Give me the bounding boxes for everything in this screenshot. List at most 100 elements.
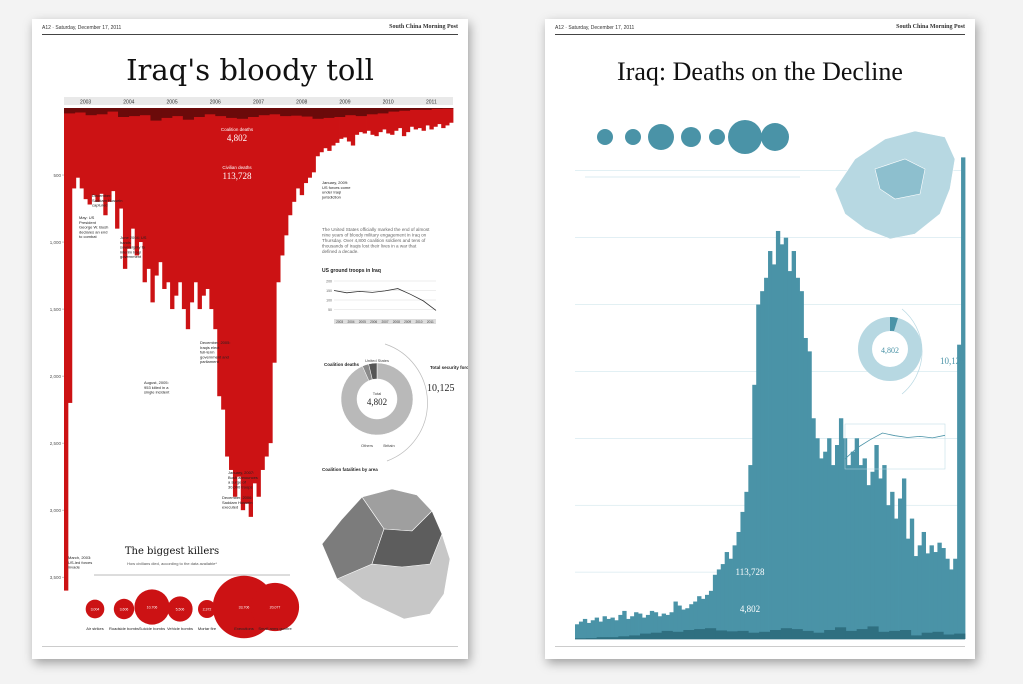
troops-tick-label: 150 bbox=[326, 289, 332, 293]
coalition-death-bar bbox=[128, 108, 140, 117]
year-label: 2007 bbox=[253, 100, 264, 106]
right-civilian-bar bbox=[598, 621, 603, 639]
right-civilian-bar bbox=[929, 545, 934, 639]
event-annotation: June 2004: US hands sovereignty to interim … bbox=[120, 235, 147, 259]
troops-year-label: 2004 bbox=[347, 320, 354, 324]
civilian-death-bar bbox=[225, 108, 230, 457]
right-coalition-bar bbox=[629, 635, 641, 639]
right-header-date-text: Saturday, December 17, 2011 bbox=[568, 25, 635, 31]
killer-bubble-value: 5,506 bbox=[176, 608, 185, 612]
right-civilian-bar bbox=[779, 244, 785, 640]
coalition-death-bar bbox=[269, 108, 281, 115]
civilian-death-bar bbox=[390, 108, 395, 135]
right-coalition-bar bbox=[650, 632, 662, 639]
right-security-arc bbox=[901, 308, 923, 395]
right-civilian-bar bbox=[854, 438, 860, 639]
civilian-death-bar bbox=[437, 108, 442, 125]
killer-bubble-label: Small arms gunfire bbox=[258, 626, 292, 631]
event-annotation: December, 2006: Saddam Hussein executed bbox=[222, 495, 252, 510]
troops-year-label: 2008 bbox=[393, 320, 400, 324]
killer-bubble bbox=[198, 600, 216, 618]
right-coalition-bar bbox=[878, 631, 890, 639]
civilian-death-bar bbox=[319, 108, 324, 153]
civilian-death-bar bbox=[429, 108, 434, 130]
right-coalition-bar bbox=[791, 629, 803, 639]
civilian-death-bar bbox=[342, 108, 348, 138]
left-chart-title: Iraq's bloody toll bbox=[126, 53, 374, 87]
right-civilian-bar bbox=[720, 564, 726, 639]
civilian-death-bar bbox=[327, 108, 332, 151]
right-coalition-bar bbox=[856, 629, 868, 639]
y-tick-label: 1,000 bbox=[50, 240, 62, 245]
coalition-death-bar bbox=[280, 108, 292, 117]
civilian-death-bar bbox=[252, 108, 257, 484]
civilian-death-bar bbox=[272, 108, 277, 363]
right-header-brand: South China Morning Post bbox=[896, 24, 965, 30]
donut-slice bbox=[368, 362, 378, 380]
right-civilian-bar bbox=[685, 608, 690, 639]
troops-year-label: 2006 bbox=[370, 320, 377, 324]
year-label: 2004 bbox=[123, 100, 134, 106]
civilian-death-bar bbox=[370, 108, 375, 135]
killer-bubble-value: 20,077 bbox=[270, 606, 281, 610]
right-coalition-bar bbox=[661, 630, 673, 639]
right-donut-total: 4,802 bbox=[881, 346, 899, 355]
civilian-death-bar bbox=[138, 108, 143, 243]
civilian-death-bar bbox=[299, 108, 305, 196]
right-civilian-bar bbox=[712, 574, 718, 639]
right-civilian-bar bbox=[728, 558, 733, 639]
coalition-death-bar bbox=[64, 108, 76, 114]
civilian-death-bar bbox=[217, 108, 222, 397]
right-civilian-bar bbox=[791, 251, 797, 639]
troops-year-label: 2003 bbox=[336, 320, 343, 324]
civilian-death-bar bbox=[162, 108, 167, 289]
right-civilian-bar bbox=[626, 618, 631, 639]
donut-slice-label: Britain bbox=[383, 443, 394, 448]
donut-slice-label: Others bbox=[361, 443, 373, 448]
right-civilian-bar bbox=[838, 418, 844, 639]
donut-title: Coalition deaths bbox=[324, 362, 359, 367]
civilian-death-bar bbox=[303, 108, 309, 184]
right-civilian-bar bbox=[925, 553, 930, 639]
civilian-death-bar bbox=[150, 108, 155, 303]
coalition-death-bar bbox=[139, 108, 151, 116]
right-civilian-bar bbox=[760, 291, 765, 639]
coalition-death-bar bbox=[409, 108, 421, 110]
left-footer bbox=[42, 646, 458, 653]
right-civilian-bar bbox=[708, 590, 714, 639]
year-label: 2005 bbox=[166, 100, 177, 106]
right-civilian-bar bbox=[669, 612, 674, 639]
civilian-death-bar bbox=[346, 108, 352, 142]
left-header-date-text: Saturday, December 17, 2011 bbox=[55, 25, 122, 31]
civilian-death-bar bbox=[134, 108, 140, 256]
coalition-death-bar bbox=[258, 108, 270, 116]
left-header: A12 · Saturday, December 17, 2011 South … bbox=[42, 24, 458, 35]
right-civilian-bar bbox=[732, 545, 737, 639]
coalition-death-bar bbox=[301, 108, 313, 117]
right-coalition-bar bbox=[683, 630, 695, 639]
civilian-death-bar bbox=[362, 108, 367, 134]
killer-bubble-label: Suicide bombs bbox=[139, 626, 165, 631]
right-bubble bbox=[597, 129, 613, 145]
right-civilian-bar bbox=[614, 620, 619, 639]
right-civilian-bar bbox=[618, 614, 623, 639]
killer-bubble bbox=[250, 582, 300, 632]
right-civilian-bar bbox=[890, 491, 895, 639]
right-map-region bbox=[874, 158, 926, 200]
right-coalition-bar bbox=[824, 630, 836, 639]
right-coalition-bar bbox=[943, 634, 955, 639]
left-poster: A12 · Saturday, December 17, 2011 South … bbox=[32, 19, 468, 659]
right-civilian-bar bbox=[894, 518, 899, 639]
right-civilian-bar bbox=[622, 610, 627, 639]
left-header-page: A12 bbox=[42, 25, 51, 31]
right-chart-svg: 113,728 4,802 4,802 10,125 bbox=[575, 120, 966, 640]
right-civilian-bar bbox=[933, 552, 938, 639]
killer-bubble bbox=[134, 589, 170, 625]
civilian-death-bar bbox=[221, 108, 226, 410]
civilian-death-bar bbox=[64, 108, 69, 591]
right-civilian-bar bbox=[638, 613, 643, 639]
coalition-deaths-label: Coalition deaths bbox=[221, 127, 254, 132]
year-label: 2006 bbox=[210, 100, 221, 106]
right-civilian-bar bbox=[578, 621, 584, 639]
right-civilian-bar bbox=[882, 465, 887, 639]
